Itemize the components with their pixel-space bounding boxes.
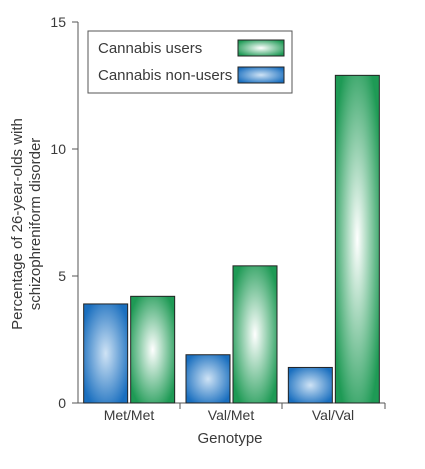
y-tick-label: 0: [58, 395, 66, 411]
y-tick-label: 15: [50, 14, 66, 30]
bar-non-users-val-val: [287, 366, 333, 404]
x-tick-label-val-val: Val/Val: [312, 407, 354, 423]
bar-users-val-met: [232, 265, 278, 404]
legend: Cannabis users Cannabis non-users: [87, 30, 293, 94]
bars: [83, 74, 380, 404]
legend-swatch-users: [237, 39, 285, 57]
bar-users-met-met: [130, 295, 176, 404]
bar-non-users-val-met: [185, 354, 231, 404]
y-tick-label: 10: [50, 141, 66, 157]
y-tick-label: 5: [58, 268, 66, 284]
y-axis-label-line-1: Percentage of 26-year-olds with: [9, 118, 26, 330]
legend-swatch-non-users: [237, 66, 285, 84]
x-tick-label-met-met: Met/Met: [104, 407, 155, 423]
x-axis-label: Genotype: [197, 430, 262, 447]
x-ticks: [179, 403, 386, 409]
y-axis-label-line-2: schizophreniform disorder: [27, 138, 44, 311]
legend-label-non-users: Cannabis non-users: [98, 67, 232, 84]
bar-users-val-val: [334, 74, 380, 404]
x-tick-label-val-met: Val/Met: [208, 407, 255, 423]
y-ticks: 0 5 10 15: [50, 14, 78, 411]
legend-label-users: Cannabis users: [98, 40, 202, 57]
bar-non-users-met-met: [83, 303, 129, 404]
